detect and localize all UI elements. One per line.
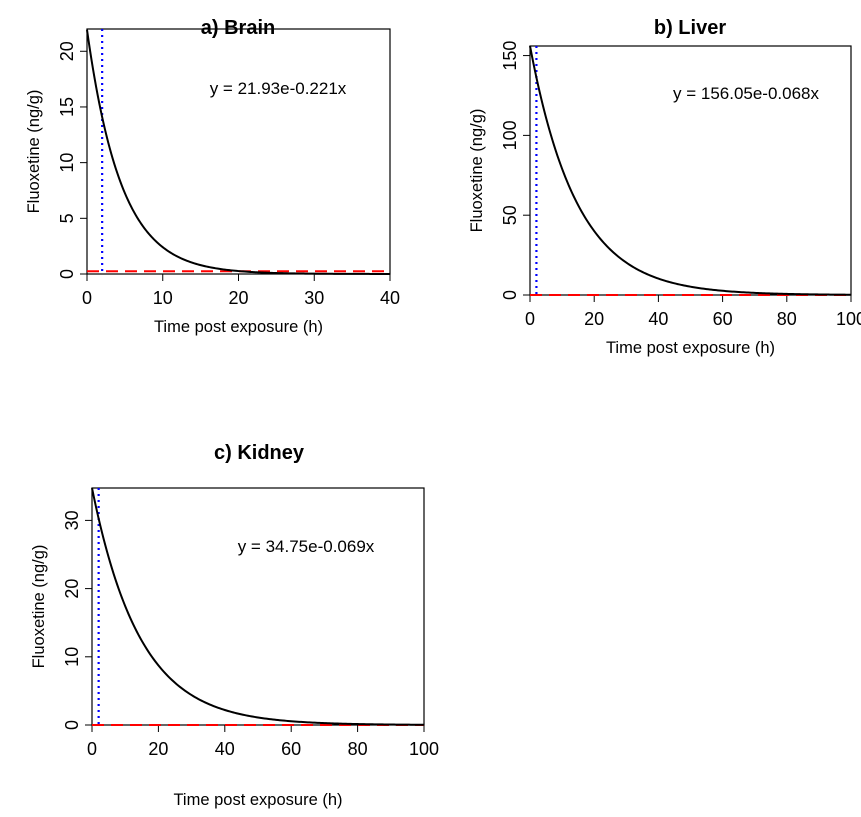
x-tick-label: 0 xyxy=(87,739,97,759)
y-tick-label: 15 xyxy=(57,97,77,117)
x-tick-label: 80 xyxy=(348,739,368,759)
decay-curve xyxy=(529,45,852,296)
panel-title: c) Kidney xyxy=(214,442,305,464)
panel-title: b) Liver xyxy=(654,17,726,39)
y-tick-label: 100 xyxy=(500,120,520,150)
y-axis-label: Fluoxetine (ng/g) xyxy=(468,109,486,233)
decay-curve xyxy=(86,29,390,275)
x-tick-label: 60 xyxy=(713,309,733,329)
x-tick-label: 40 xyxy=(215,739,235,759)
y-tick-label: 20 xyxy=(62,579,82,599)
x-tick-label: 40 xyxy=(380,288,400,308)
y-tick-label: 0 xyxy=(500,290,520,300)
y-tick-label: 5 xyxy=(57,213,77,223)
y-tick-label: 10 xyxy=(57,153,77,173)
x-tick-label: 20 xyxy=(584,309,604,329)
y-axis-label: Fluoxetine (ng/g) xyxy=(30,545,48,669)
x-axis-label: Time post exposure (h) xyxy=(154,318,323,336)
panel-title: a) Brain xyxy=(201,17,275,39)
y-tick-label: 30 xyxy=(62,510,82,530)
panel-liver: b) Liver 0 20 40 60 80 100 0 50 100 150 Time post e… xyxy=(468,17,861,357)
x-tick-label: 30 xyxy=(304,288,324,308)
x-axis-label: Time post exposure (h) xyxy=(606,339,775,357)
decay-curve xyxy=(91,487,425,726)
equation-annotation: y = 34.75e-0.069x xyxy=(238,537,375,556)
x-tick-label: 40 xyxy=(648,309,668,329)
panel-brain: a) Brain 0 10 20 30 40 0 5 10 15 20 Time post expos… xyxy=(25,17,400,336)
x-tick-label: 0 xyxy=(525,309,535,329)
plot-frame xyxy=(91,487,425,726)
equation-annotation: y = 156.05e-0.068x xyxy=(673,84,820,103)
y-tick-label: 0 xyxy=(62,720,82,730)
y-tick-label: 0 xyxy=(57,269,77,279)
panel-kidney: c) Kidney 0 20 40 60 80 100 0 10 20 30 Time post ex… xyxy=(30,442,439,809)
equation-annotation: y = 21.93e-0.221x xyxy=(210,79,347,98)
x-tick-label: 10 xyxy=(153,288,173,308)
y-axis-label: Fluoxetine (ng/g) xyxy=(25,90,43,214)
x-tick-label: 60 xyxy=(281,739,301,759)
x-tick-label: 20 xyxy=(228,288,248,308)
x-tick-label: 100 xyxy=(836,309,861,329)
x-axis-label: Time post exposure (h) xyxy=(173,791,342,809)
x-tick-label: 0 xyxy=(82,288,92,308)
y-tick-label: 150 xyxy=(500,41,520,71)
x-tick-label: 20 xyxy=(148,739,168,759)
x-tick-label: 100 xyxy=(409,739,439,759)
plot-frame xyxy=(86,28,391,275)
y-tick-label: 20 xyxy=(57,41,77,61)
x-tick-label: 80 xyxy=(777,309,797,329)
y-tick-label: 10 xyxy=(62,647,82,667)
y-tick-label: 50 xyxy=(500,205,520,225)
